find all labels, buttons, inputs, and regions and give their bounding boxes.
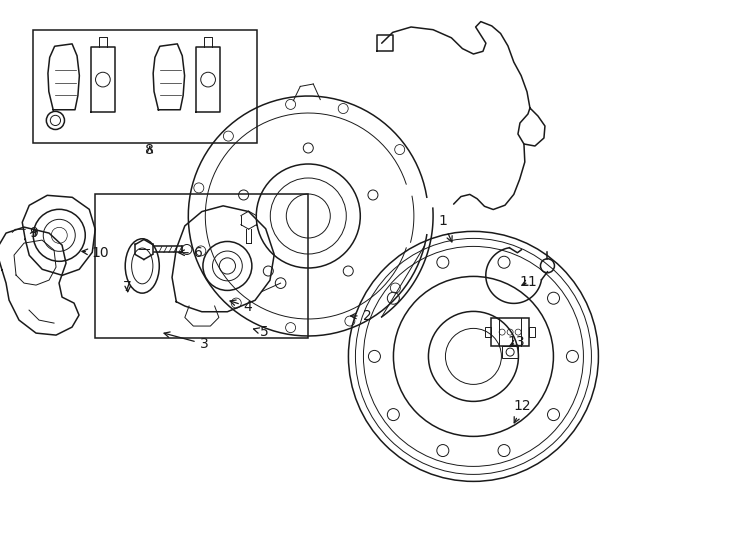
Text: 1: 1 (438, 214, 452, 242)
Text: 13: 13 (507, 335, 525, 349)
Text: 9: 9 (29, 226, 38, 240)
Bar (485, 327, 491, 337)
Text: 8: 8 (145, 143, 154, 157)
Bar (95, 194, 308, 338)
Bar (33, 30, 257, 143)
Text: 5: 5 (253, 325, 269, 339)
Text: 2: 2 (351, 309, 371, 323)
Text: 12: 12 (514, 399, 531, 423)
Bar (529, 327, 535, 337)
Text: 3: 3 (164, 332, 208, 351)
Text: 11: 11 (520, 275, 537, 289)
Text: 4: 4 (230, 300, 252, 314)
Text: 7: 7 (123, 280, 132, 294)
Text: 10: 10 (82, 246, 109, 260)
Bar (502, 346, 518, 358)
Text: 6: 6 (179, 246, 203, 260)
Bar (491, 318, 529, 346)
